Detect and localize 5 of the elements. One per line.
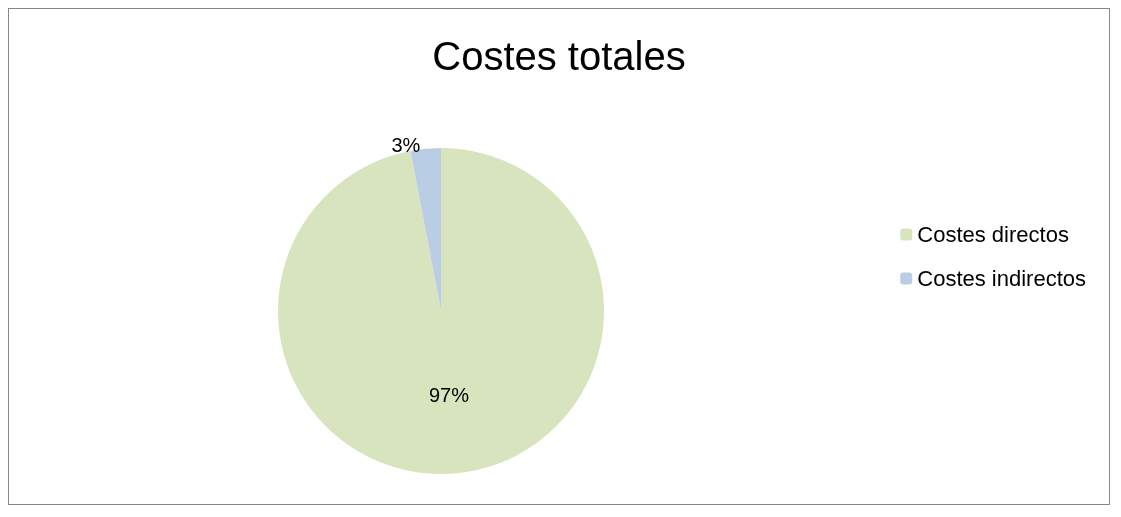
data-label: 3%: [391, 133, 421, 156]
data-label: 97%: [428, 384, 470, 407]
chart-title: Costes totales: [432, 34, 686, 78]
legend-label: Costes directos: [917, 222, 1069, 247]
legend-label: Costes indirectos: [917, 266, 1087, 291]
